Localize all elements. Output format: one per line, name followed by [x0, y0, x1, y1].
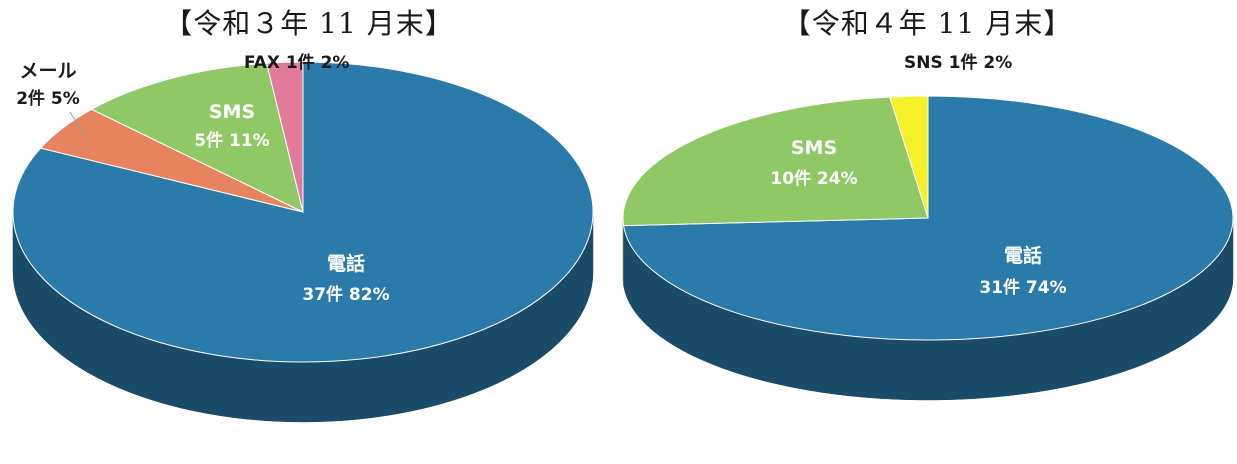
pie-slice — [90, 62, 304, 213]
leader-line — [69, 111, 87, 139]
pie-chart-2022: 【令和４年 11 月末】 電話 31件 74% SMS 10件 24% SNS 1件 2… — [618, 0, 1237, 464]
slice-value-label: 37件 82% — [302, 284, 389, 305]
slice-label: FAX 1件 2% — [244, 52, 349, 73]
slice-label: SMS — [791, 137, 837, 159]
slice-label: 電話 — [1004, 244, 1042, 267]
pie-top-group — [12, 61, 594, 363]
slice-label: SMS — [209, 101, 255, 123]
pie-slice — [622, 96, 929, 227]
slice-label: 電話 — [327, 252, 365, 275]
pie-slice — [266, 61, 304, 213]
slice-value-label: 5件 11% — [194, 130, 269, 151]
slice-label: SNS 1件 2% — [904, 52, 1012, 73]
chart-title: 【令和４年 11 月末】 — [782, 7, 1073, 40]
pie-chart-2021: 【令和３年 11 月末】 電話 37件 82% メール 2件 5% SMS 5件 11% F… — [0, 0, 618, 464]
slice-label: メール — [19, 60, 76, 82]
slice-value-label: 2件 5% — [16, 88, 80, 109]
pie-slice — [889, 95, 929, 219]
pie-label-group: 電話 37件 82% メール 2件 5% SMS 5件 11% FAX 1件 2% — [16, 52, 389, 305]
pie-chart-svg: 電話 37件 82% メール 2件 5% SMS 5件 11% FAX 1件 2% — [12, 52, 594, 423]
pie-chart-svg: 電話 31件 74% SMS 10件 24% SNS 1件 2% — [622, 52, 1234, 401]
pie-label-group: 電話 31件 74% SMS 10件 24% SNS 1件 2% — [770, 52, 1066, 298]
chart-title: 【令和３年 11 月末】 — [164, 7, 454, 40]
slice-value-label: 31件 74% — [979, 277, 1066, 298]
pie-slice-side — [622, 217, 624, 286]
pie-slice — [12, 61, 594, 363]
pie-top-group — [622, 95, 1234, 341]
slice-value-label: 10件 24% — [770, 168, 857, 189]
